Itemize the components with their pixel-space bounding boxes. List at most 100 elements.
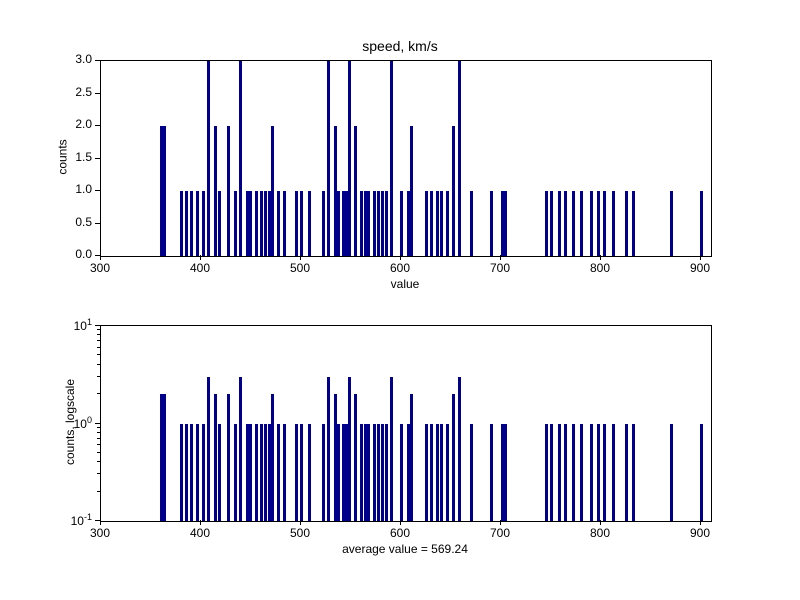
bar bbox=[322, 424, 325, 522]
bar bbox=[597, 191, 600, 256]
bar bbox=[670, 424, 673, 522]
bar bbox=[545, 191, 548, 256]
x-tick-label: 900 bbox=[685, 261, 715, 275]
bar bbox=[196, 424, 199, 522]
bar bbox=[440, 424, 443, 522]
bar bbox=[227, 394, 230, 521]
bar bbox=[425, 191, 428, 256]
bar bbox=[430, 191, 433, 256]
bar bbox=[360, 191, 363, 256]
bar bbox=[277, 191, 280, 256]
bar bbox=[255, 424, 258, 522]
bar bbox=[436, 191, 439, 256]
bar bbox=[580, 191, 583, 256]
bar bbox=[625, 191, 628, 256]
bar bbox=[400, 191, 403, 256]
bar bbox=[327, 61, 330, 256]
bar bbox=[580, 424, 583, 522]
bar bbox=[385, 424, 388, 522]
bar bbox=[163, 394, 166, 521]
bar bbox=[283, 424, 286, 522]
bar bbox=[260, 424, 263, 522]
bar bbox=[271, 394, 274, 521]
bar bbox=[207, 61, 210, 256]
bar bbox=[337, 424, 340, 522]
bar bbox=[550, 191, 553, 256]
bar bbox=[295, 191, 298, 256]
bar bbox=[185, 191, 188, 256]
bar bbox=[234, 191, 237, 256]
bar bbox=[700, 424, 703, 522]
bar bbox=[348, 377, 351, 521]
bar bbox=[348, 61, 351, 256]
bar bbox=[410, 394, 413, 521]
bar bbox=[239, 61, 242, 256]
bar bbox=[367, 191, 370, 256]
bar bbox=[590, 191, 593, 256]
bar bbox=[354, 126, 357, 256]
bar bbox=[612, 191, 615, 256]
bar bbox=[295, 424, 298, 522]
bar bbox=[283, 191, 286, 256]
y-tick-label: 1.0 bbox=[75, 182, 92, 196]
bar bbox=[360, 424, 363, 522]
bar bbox=[255, 191, 258, 256]
bar bbox=[670, 191, 673, 256]
bar bbox=[470, 424, 473, 522]
bar bbox=[218, 424, 221, 522]
x-tick-label: 800 bbox=[585, 261, 615, 275]
bar bbox=[436, 424, 439, 522]
figure-container: speed, km/s counts value counts, logscal… bbox=[0, 0, 800, 600]
bar bbox=[400, 424, 403, 522]
bar bbox=[700, 191, 703, 256]
bar bbox=[239, 377, 242, 521]
bar bbox=[440, 191, 443, 256]
bar bbox=[572, 191, 575, 256]
bar bbox=[612, 424, 615, 522]
bar bbox=[590, 424, 593, 522]
bar bbox=[214, 394, 217, 521]
x-tick-label: 600 bbox=[385, 261, 415, 275]
bar bbox=[185, 424, 188, 522]
bar bbox=[446, 191, 449, 256]
y-tick-label: 10-1 bbox=[71, 512, 92, 528]
x-tick-label: 500 bbox=[285, 526, 315, 540]
bar bbox=[260, 191, 263, 256]
bar bbox=[214, 126, 217, 256]
bar bbox=[385, 191, 388, 256]
bar bbox=[249, 191, 252, 256]
bar bbox=[603, 424, 606, 522]
y-tick-label: 3.0 bbox=[75, 52, 92, 66]
x-tick-label: 500 bbox=[285, 261, 315, 275]
bar bbox=[373, 424, 376, 522]
bar bbox=[390, 61, 393, 256]
bar bbox=[381, 191, 384, 256]
bar bbox=[572, 424, 575, 522]
bar bbox=[196, 191, 199, 256]
y-tick-label: 0.0 bbox=[75, 247, 92, 261]
bar bbox=[597, 424, 600, 522]
bar bbox=[452, 394, 455, 521]
bar bbox=[300, 424, 303, 522]
bar bbox=[470, 191, 473, 256]
x-tick-label: 400 bbox=[185, 526, 215, 540]
bar bbox=[308, 424, 311, 522]
bar bbox=[632, 191, 635, 256]
x-tick-label: 600 bbox=[385, 526, 415, 540]
bar bbox=[550, 424, 553, 522]
bar bbox=[264, 424, 267, 522]
bar bbox=[377, 424, 380, 522]
y-tick-label: 1.5 bbox=[75, 150, 92, 164]
bar bbox=[381, 424, 384, 522]
y-tick-label: 2.0 bbox=[75, 117, 92, 131]
bar bbox=[249, 424, 252, 522]
bar bbox=[271, 126, 274, 256]
bar bbox=[446, 424, 449, 522]
bar bbox=[180, 424, 183, 522]
x-tick-label: 700 bbox=[485, 526, 515, 540]
bar bbox=[202, 191, 205, 256]
bar bbox=[545, 424, 548, 522]
bar bbox=[425, 424, 428, 522]
top-y-axis-label: counts bbox=[56, 139, 70, 174]
bar bbox=[504, 191, 507, 256]
